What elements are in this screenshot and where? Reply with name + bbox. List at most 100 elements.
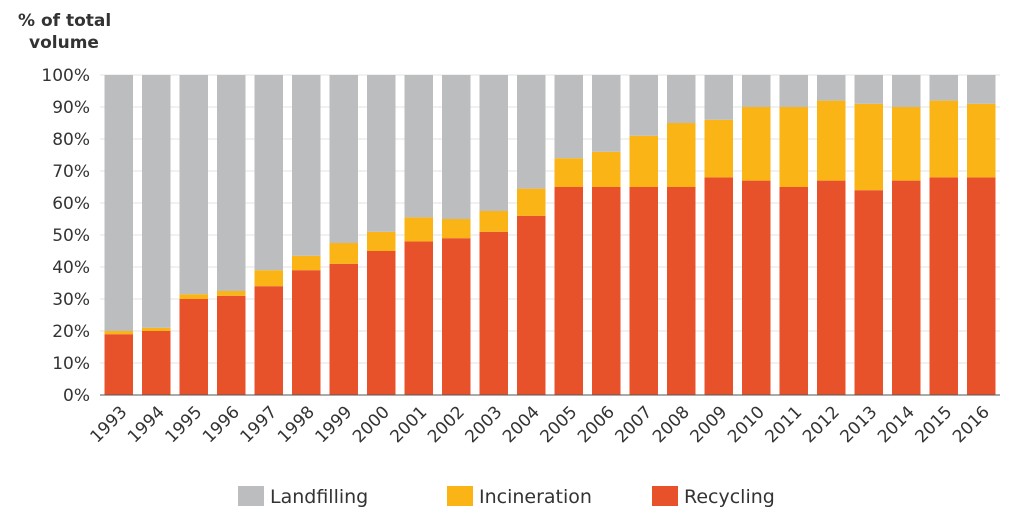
bar-incineration-2014 xyxy=(892,107,921,181)
legend-label: Recycling xyxy=(684,486,775,508)
bar-recycling-2001 xyxy=(404,241,433,395)
x-tick-label: 1995 xyxy=(162,402,207,447)
bar-incineration-2010 xyxy=(742,107,771,181)
bar-recycling-1996 xyxy=(217,295,246,395)
bar-incineration-1999 xyxy=(329,243,358,264)
x-tick-label: 2007 xyxy=(612,402,657,447)
legend-label: Incineration xyxy=(479,486,592,508)
y-tick-label: 80% xyxy=(52,130,90,150)
x-tick-label: 2008 xyxy=(649,402,694,447)
bar-recycling-2013 xyxy=(854,190,883,395)
bar-landfilling-2015 xyxy=(929,75,958,101)
bar-incineration-2016 xyxy=(967,103,996,178)
bar-recycling-1995 xyxy=(179,299,208,395)
gridlines xyxy=(100,74,1000,396)
bar-recycling-2012 xyxy=(817,180,846,395)
bar-recycling-2003 xyxy=(479,231,508,395)
bar-recycling-2016 xyxy=(967,177,996,395)
bar-incineration-2001 xyxy=(404,217,433,242)
bar-landfilling-1993 xyxy=(104,75,133,331)
y-tick-label: 30% xyxy=(52,290,90,310)
x-tick-label: 1993 xyxy=(87,402,132,447)
bar-incineration-2004 xyxy=(517,188,546,216)
x-tick-label: 1996 xyxy=(199,402,244,447)
bar-landfilling-1994 xyxy=(142,75,171,328)
bar-recycling-2007 xyxy=(629,187,658,395)
legend-swatch xyxy=(238,486,264,506)
x-tick-label: 2001 xyxy=(387,402,432,447)
x-tick-label: 2002 xyxy=(424,402,469,447)
x-tick-label: 2000 xyxy=(349,402,394,447)
x-tick-label: 2006 xyxy=(574,402,619,447)
x-tick-label: 2016 xyxy=(949,402,994,447)
bar-landfilling-1997 xyxy=(254,75,283,271)
bar-landfilling-2009 xyxy=(704,75,733,120)
y-tick-label: 50% xyxy=(52,226,90,246)
bar-incineration-2013 xyxy=(854,103,883,191)
bar-recycling-2006 xyxy=(592,187,621,395)
bar-landfilling-2002 xyxy=(442,75,471,219)
bar-landfilling-1995 xyxy=(179,75,208,295)
bar-recycling-2002 xyxy=(442,238,471,395)
x-tick-label: 2003 xyxy=(462,402,507,447)
bar-recycling-1998 xyxy=(292,270,321,395)
x-tick-label: 1999 xyxy=(312,402,357,447)
y-tick-label: 70% xyxy=(52,162,90,182)
x-tick-label: 2005 xyxy=(537,402,582,447)
legend-item-recycling: Recycling xyxy=(652,486,775,508)
bar-incineration-2003 xyxy=(479,211,508,232)
bar-landfilling-2008 xyxy=(667,75,696,123)
y-axis-label-line-1: % of total xyxy=(18,11,111,31)
bar-recycling-1999 xyxy=(329,263,358,395)
bar-recycling-2014 xyxy=(892,180,921,395)
legend-swatch xyxy=(652,486,678,506)
bar-incineration-2011 xyxy=(779,107,808,187)
bar-landfilling-2001 xyxy=(404,75,433,218)
bar-landfilling-2010 xyxy=(742,75,771,107)
bar-incineration-1993 xyxy=(104,331,133,335)
bar-landfilling-2005 xyxy=(554,75,583,159)
bar-landfilling-2013 xyxy=(854,75,883,104)
bar-recycling-2010 xyxy=(742,180,771,395)
x-tick-label: 1997 xyxy=(237,402,282,447)
x-tick-label: 1998 xyxy=(274,402,319,447)
bar-landfilling-2014 xyxy=(892,75,921,107)
bar-incineration-1998 xyxy=(292,255,321,271)
y-tick-label: 60% xyxy=(52,194,90,214)
bar-landfilling-1996 xyxy=(217,75,246,291)
x-tick-label: 1994 xyxy=(124,402,169,447)
bar-incineration-1997 xyxy=(254,270,283,287)
bar-recycling-1993 xyxy=(104,334,133,395)
legend-label: Landfilling xyxy=(270,486,368,508)
bar-landfilling-2004 xyxy=(517,75,546,189)
legend-item-incineration: Incineration xyxy=(447,486,592,508)
bar-recycling-2008 xyxy=(667,187,696,395)
bar-recycling-1997 xyxy=(254,286,283,395)
x-tick-label: 2013 xyxy=(837,402,882,447)
bar-incineration-2007 xyxy=(629,135,658,187)
bar-recycling-2011 xyxy=(779,187,808,395)
bar-landfilling-2003 xyxy=(479,75,508,211)
y-tick-label: 40% xyxy=(52,258,90,278)
bar-landfilling-2011 xyxy=(779,75,808,107)
y-axis-label-line-2: volume xyxy=(29,33,99,53)
x-tick-label: 2004 xyxy=(499,402,544,447)
bar-landfilling-2012 xyxy=(817,75,846,101)
bar-recycling-1994 xyxy=(142,331,171,395)
x-tick-label: 2014 xyxy=(874,402,919,447)
bar-incineration-2008 xyxy=(667,123,696,187)
bar-incineration-1996 xyxy=(217,291,246,296)
y-tick-label: 0% xyxy=(63,386,90,406)
x-tick-label: 2010 xyxy=(724,402,769,447)
bar-incineration-1994 xyxy=(142,327,171,331)
bar-landfilling-2006 xyxy=(592,75,621,152)
bar-incineration-2015 xyxy=(929,100,958,178)
bar-recycling-2005 xyxy=(554,187,583,395)
bar-recycling-2004 xyxy=(517,215,546,395)
bar-landfilling-1999 xyxy=(329,75,358,243)
y-axis-ticks: 0% 10% 20% 30% 40% 50% 60% 70% 80% 90% 100% xyxy=(41,66,90,406)
bar-incineration-2006 xyxy=(592,151,621,187)
bar-landfilling-2000 xyxy=(367,75,396,232)
x-tick-label: 2012 xyxy=(799,402,844,447)
